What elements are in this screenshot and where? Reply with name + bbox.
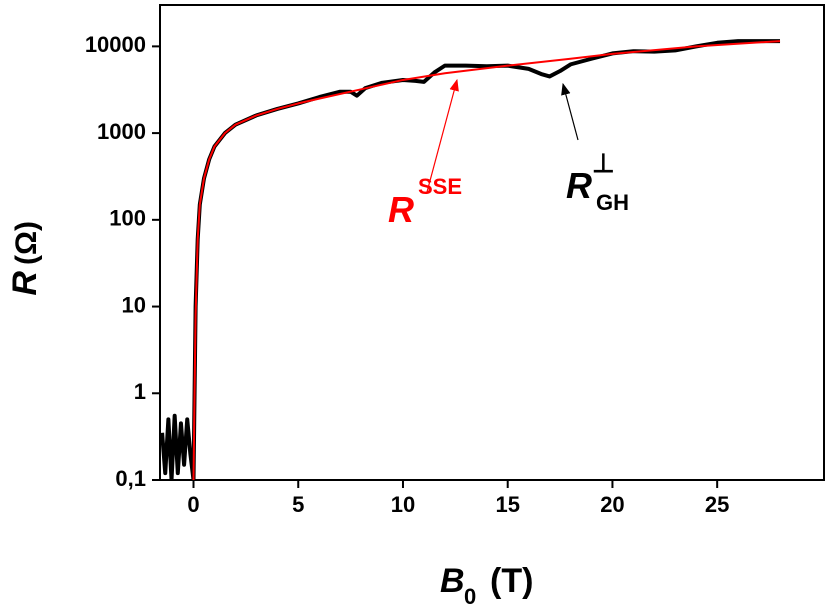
x-tick-label: 0 [187, 492, 199, 517]
y-axis-label-unit: (Ω) [10, 221, 43, 265]
y-tick-label: 0,1 [115, 466, 146, 491]
y-tick-label: 10000 [85, 32, 146, 57]
x-tick-label: 15 [495, 492, 519, 517]
x-tick-label: 25 [705, 492, 729, 517]
x-axis-label-unit: (T) [490, 562, 533, 600]
y-axis-label: R [6, 271, 44, 296]
y-tick-label: 1000 [97, 119, 146, 144]
x-tick-label: 10 [391, 492, 415, 517]
arrow [426, 78, 459, 193]
annotation-sup: ⊥ [592, 148, 615, 178]
plot-frame [159, 4, 825, 481]
x-tick-label: 20 [600, 492, 624, 517]
plot-area [160, 39, 781, 480]
y-tick-label: 100 [109, 206, 146, 231]
annotation-sub: GH [596, 190, 629, 215]
y-axis-label-group: R (Ω) [6, 221, 44, 296]
annotation-sup: SSE [418, 174, 462, 199]
data-line [160, 39, 781, 480]
y-tick-label: 10 [122, 292, 146, 317]
x-axis-label: B [440, 562, 465, 600]
y-tick-label: 1 [134, 379, 146, 404]
annotation: R [388, 189, 414, 230]
x-axis-label-sub: 0 [464, 584, 476, 606]
arrow [561, 82, 579, 141]
annotation: R [566, 165, 592, 206]
x-tick-label: 5 [292, 492, 304, 517]
data-line [192, 40, 781, 480]
